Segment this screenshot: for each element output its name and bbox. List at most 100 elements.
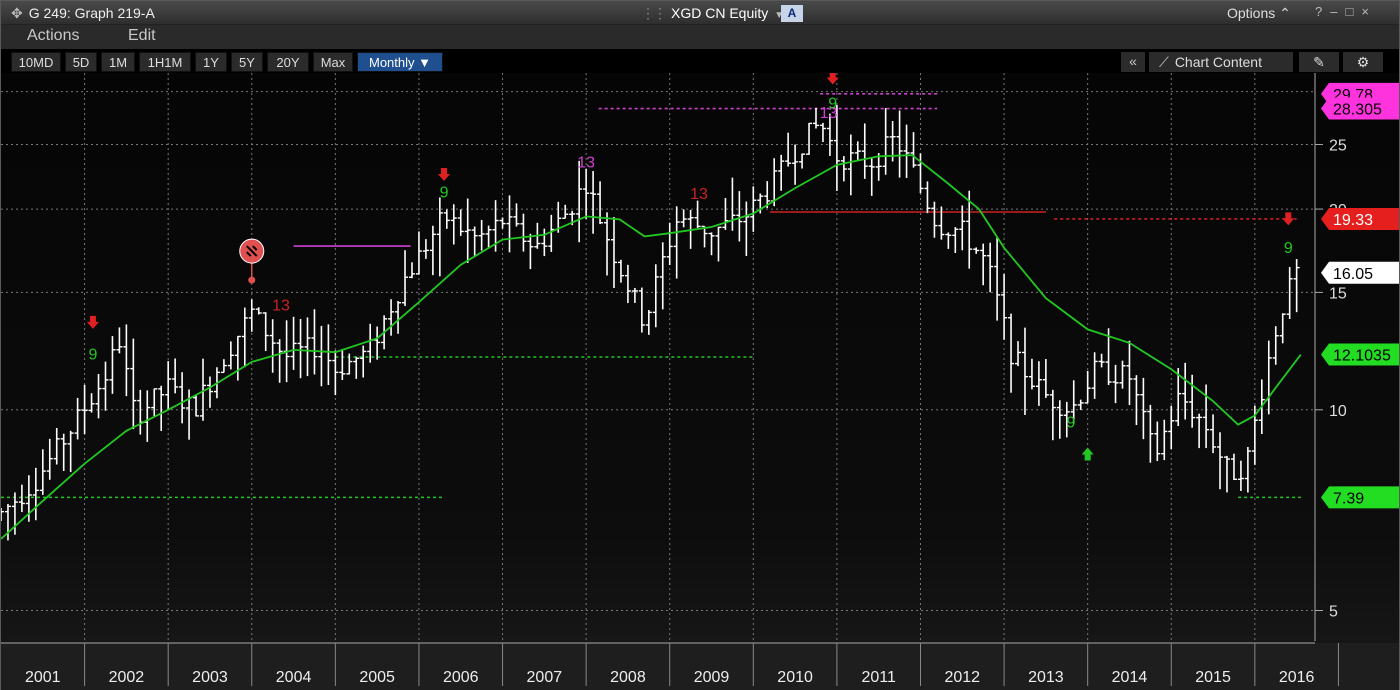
ohlc-bar [1084,370,1091,404]
x-tick-label: 2016 [1279,669,1315,686]
ohlc-bar [165,361,172,410]
dropdown-icon[interactable]: ▼ [774,10,785,21]
period-dropdown[interactable]: Monthly ▼ [357,52,443,72]
ohlc-bar [785,132,792,167]
ohlc-bar [269,319,276,373]
signal-count: 13 [272,297,290,314]
ohlc-bar [290,316,297,370]
ohlc-bar [631,287,638,303]
ohlc-bar [1049,389,1056,441]
ohlc-bar [701,225,708,248]
range-5d-button[interactable]: 5D [65,52,97,72]
ohlc-bar [931,201,938,238]
ohlc-bar [408,262,415,279]
ohlc-bar [819,122,826,143]
ohlc-bar [102,361,109,411]
ohlc-bar [1021,327,1028,415]
sell-arrow-icon [438,167,451,181]
sell-arrow-icon [86,315,99,329]
ohlc-bar [1056,400,1063,439]
x-tick-label: 2003 [192,669,228,686]
ohlc-bar [854,141,861,161]
title-bar[interactable]: ✥ G 249: Graph 219-A ⋮⋮ XGD CN Equity ▼ A O… [1,1,1399,25]
level-lines [1,93,1301,499]
ohlc-bar [527,233,534,270]
draw-tool-icon[interactable]: ✎ [1299,52,1339,72]
a-badge[interactable]: A [781,5,803,22]
ohlc-bar [659,242,666,310]
ohlc-bar [234,335,241,381]
range-1m-button[interactable]: 1M [101,52,135,72]
ohlc-bar [388,299,395,336]
minimize-button[interactable]: – [1330,4,1346,19]
x-tick-label: 2004 [276,669,312,686]
x-tick-label: 2011 [861,669,896,686]
ohlc-bar [1098,353,1105,368]
ohlc-bar [638,287,645,333]
price-label-box [1321,207,1399,230]
ohlc-bar [1168,405,1175,450]
ohlc-bar [151,388,158,418]
signal-count: 13 [820,105,838,122]
ohlc-bar [604,212,611,276]
ohlc-bar [1126,340,1133,406]
price-label: 12.1035 [1321,343,1399,366]
ohlc-bar [1161,419,1168,461]
chart-content-button[interactable]: ⟋ Chart Content [1149,52,1293,72]
gear-icon[interactable]: ⚙ [1343,52,1383,72]
ohlc-bar [708,232,715,256]
range-max-button[interactable]: Max [313,52,353,72]
move-icon[interactable]: ✥ [11,5,23,21]
ohlc-bar [464,198,471,263]
chart-content-label: Chart Content [1174,54,1262,70]
options-menu[interactable]: Options ⌃ [1227,5,1291,21]
window-title-group: ✥ G 249: Graph 219-A [11,5,155,22]
price-label: 7.39 [1321,486,1399,509]
ohlc-bar [304,317,311,377]
event-marker-icon [239,238,265,284]
ohlc-bar [624,264,631,304]
x-tick-label: 2001 [25,669,61,686]
menu-edit[interactable]: Edit [128,27,156,44]
event-glyph [246,245,258,257]
collapse-icon[interactable]: « [1121,52,1145,72]
ohlc-bar [917,153,924,194]
ohlc-bar [1230,453,1237,481]
ohlc-bar [220,359,227,374]
ohlc-bar [938,206,945,240]
ohlc-bar [826,113,833,156]
ohlc-bar [617,259,624,283]
x-tick-label: 2008 [610,669,646,686]
range-5y-button[interactable]: 5Y [231,52,263,72]
window-controls[interactable]: ?–□× [1315,4,1377,19]
x-tick-label: 2012 [944,669,980,686]
help-button[interactable]: ? [1315,4,1331,19]
sell-arrow-icon [826,73,839,85]
ohlc-bar [81,384,88,435]
ohlc-bar [506,195,513,253]
ohlc-bar [332,350,339,396]
range-1y-button[interactable]: 1Y [195,52,227,72]
range-10md-button[interactable]: 10MD [11,52,61,72]
range-20y-button[interactable]: 20Y [267,52,309,72]
menu-actions[interactable]: Actions [27,27,80,44]
ticker-selector[interactable]: ⋮⋮ XGD CN Equity ▼ [641,5,784,22]
maximize-button[interactable]: □ [1345,4,1362,19]
ohlc-bar [792,144,799,185]
x-tick-label: 2013 [1028,669,1064,686]
ohlc-bar [346,353,353,375]
ohlc-bar [715,226,722,262]
ohlc-bar [840,156,847,182]
ohlc-bar [562,204,569,219]
close-button[interactable]: × [1361,4,1377,19]
ohlc-bar [945,232,952,249]
range-1h1m-button[interactable]: 1H1M [139,52,191,72]
ohlc-bar [450,204,457,245]
buy-arrow-icon [1081,447,1094,461]
y-tick-label: 15 [1329,285,1347,302]
ohlc-bar [200,358,207,421]
ohlc-bar [1,507,4,522]
ohlc-bar [666,222,673,265]
